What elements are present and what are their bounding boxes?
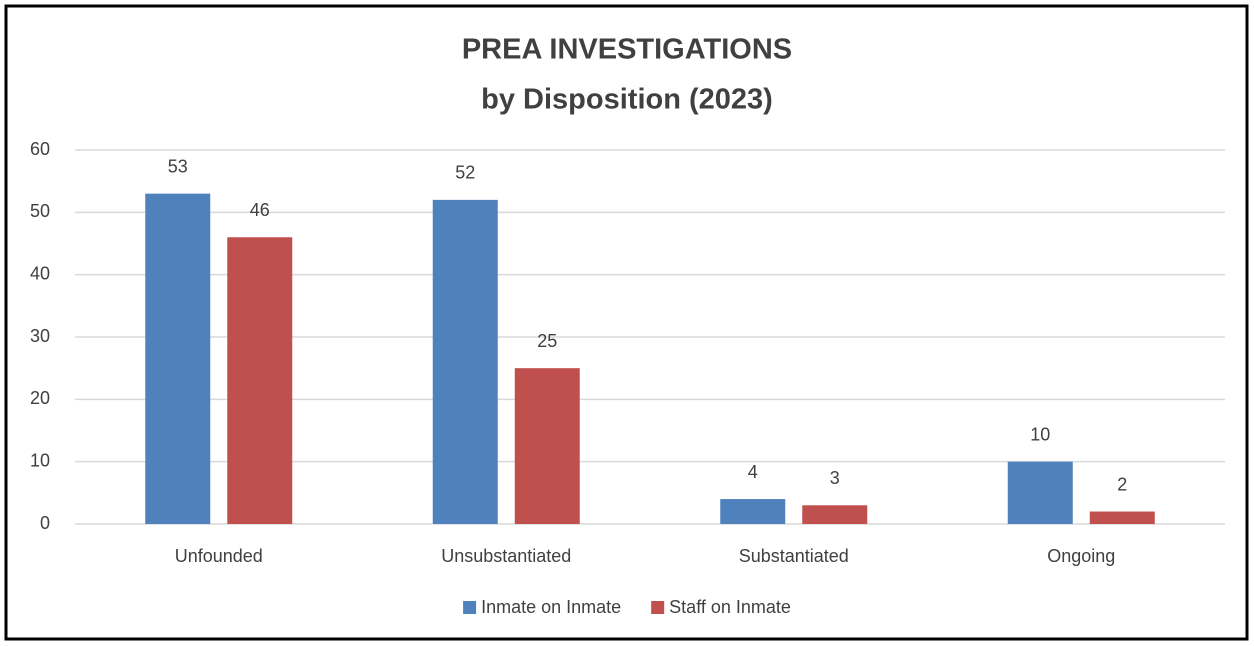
data-label: 52 bbox=[455, 163, 475, 183]
bar bbox=[432, 199, 498, 524]
y-tick-label: 30 bbox=[30, 326, 50, 346]
data-label: 10 bbox=[1030, 424, 1050, 444]
data-label: 53 bbox=[168, 156, 188, 176]
legend-swatch bbox=[651, 601, 665, 614]
bar bbox=[514, 368, 580, 524]
y-tick-label: 60 bbox=[30, 139, 50, 159]
data-label: 25 bbox=[537, 331, 557, 351]
y-tick-label: 40 bbox=[30, 263, 50, 283]
chart-subtitle: by Disposition (2023) bbox=[481, 84, 773, 116]
x-tick-label: Unfounded bbox=[175, 546, 263, 566]
legend-label: Staff on Inmate bbox=[669, 597, 791, 617]
chart-title: PREA INVESTIGATIONS bbox=[462, 34, 792, 66]
legend-label: Inmate on Inmate bbox=[481, 597, 621, 617]
bar bbox=[720, 499, 786, 524]
bar bbox=[227, 237, 293, 524]
bar bbox=[1089, 511, 1155, 524]
bar bbox=[145, 193, 211, 524]
y-tick-label: 20 bbox=[30, 388, 50, 408]
x-tick-label: Ongoing bbox=[1047, 546, 1115, 566]
data-label: 46 bbox=[250, 200, 270, 220]
legend-swatch bbox=[463, 601, 477, 614]
y-tick-label: 0 bbox=[40, 513, 50, 533]
data-label: 2 bbox=[1117, 474, 1127, 494]
bar bbox=[1007, 461, 1073, 524]
data-label: 3 bbox=[830, 468, 840, 488]
y-tick-label: 50 bbox=[30, 201, 50, 221]
x-tick-label: Substantiated bbox=[739, 546, 849, 566]
x-tick-label: Unsubstantiated bbox=[441, 546, 571, 566]
data-label: 4 bbox=[748, 462, 758, 482]
y-tick-label: 10 bbox=[30, 450, 50, 470]
chart-border bbox=[4, 4, 1249, 641]
bar bbox=[802, 505, 868, 524]
